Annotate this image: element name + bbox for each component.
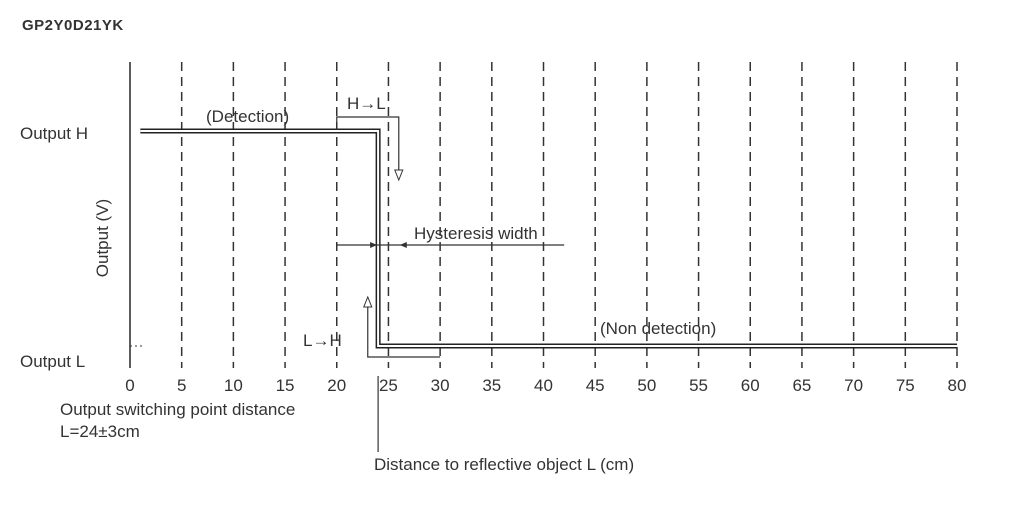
series-curve (140, 128, 957, 349)
y-level-label-low: Output L (20, 352, 85, 371)
part-number: GP2Y0D21YK (22, 17, 124, 34)
x-tick-label: 80 (948, 376, 967, 395)
annotation-non-detection: (Non detection) (600, 319, 716, 338)
annotation-l-to-h: L→H (303, 331, 342, 350)
grid (180, 62, 958, 368)
hysteresis-arrow-right (399, 242, 407, 248)
x-tick-label: 5 (177, 376, 186, 395)
x-tick-label: 0 (125, 376, 134, 395)
x-tick-label: 65 (792, 376, 811, 395)
axes (129, 62, 142, 368)
x-tick-label: 60 (741, 376, 760, 395)
annotation-detection: (Detection) (206, 107, 289, 126)
annotation-switching-point: Output switching point distance (60, 400, 295, 419)
x-tick-label: 50 (637, 376, 656, 395)
x-axis-label: Distance to reflective object L (cm) (374, 455, 634, 474)
series-line-inner (140, 130, 957, 347)
x-tick-label: 20 (327, 376, 346, 395)
annotation-switching-range: L=24±3cm (60, 422, 140, 441)
series-line (140, 128, 957, 349)
l-to-h-path (367, 305, 441, 358)
hysteresis-markers (336, 116, 565, 452)
x-tick-label: 25 (379, 376, 398, 395)
h-to-l-arrowhead (394, 169, 404, 182)
x-tick-label: 30 (431, 376, 450, 395)
x-tick-label: 10 (224, 376, 243, 395)
x-tick-label: 75 (896, 376, 915, 395)
x-tick-labels: 0 5 10 15 20 25 30 35 40 45 50 55 60 65 70 75 80 (125, 376, 966, 395)
x-tick-label: 55 (689, 376, 708, 395)
h-to-l-path (336, 116, 400, 176)
x-tick-label: 45 (586, 376, 605, 395)
x-tick-label: 35 (482, 376, 501, 395)
hysteresis-arrow-left (370, 242, 378, 248)
y-axis-label: Output (V) (93, 199, 112, 277)
x-tick-label: 15 (276, 376, 295, 395)
annotation-h-to-l: H→L (347, 94, 386, 113)
l-to-h-arrowhead (363, 295, 373, 308)
x-tick-label: 40 (534, 376, 553, 395)
x-tick-label: 70 (844, 376, 863, 395)
annotation-hysteresis: Hysteresis width (414, 224, 538, 243)
y-level-label-high: Output H (20, 124, 88, 143)
